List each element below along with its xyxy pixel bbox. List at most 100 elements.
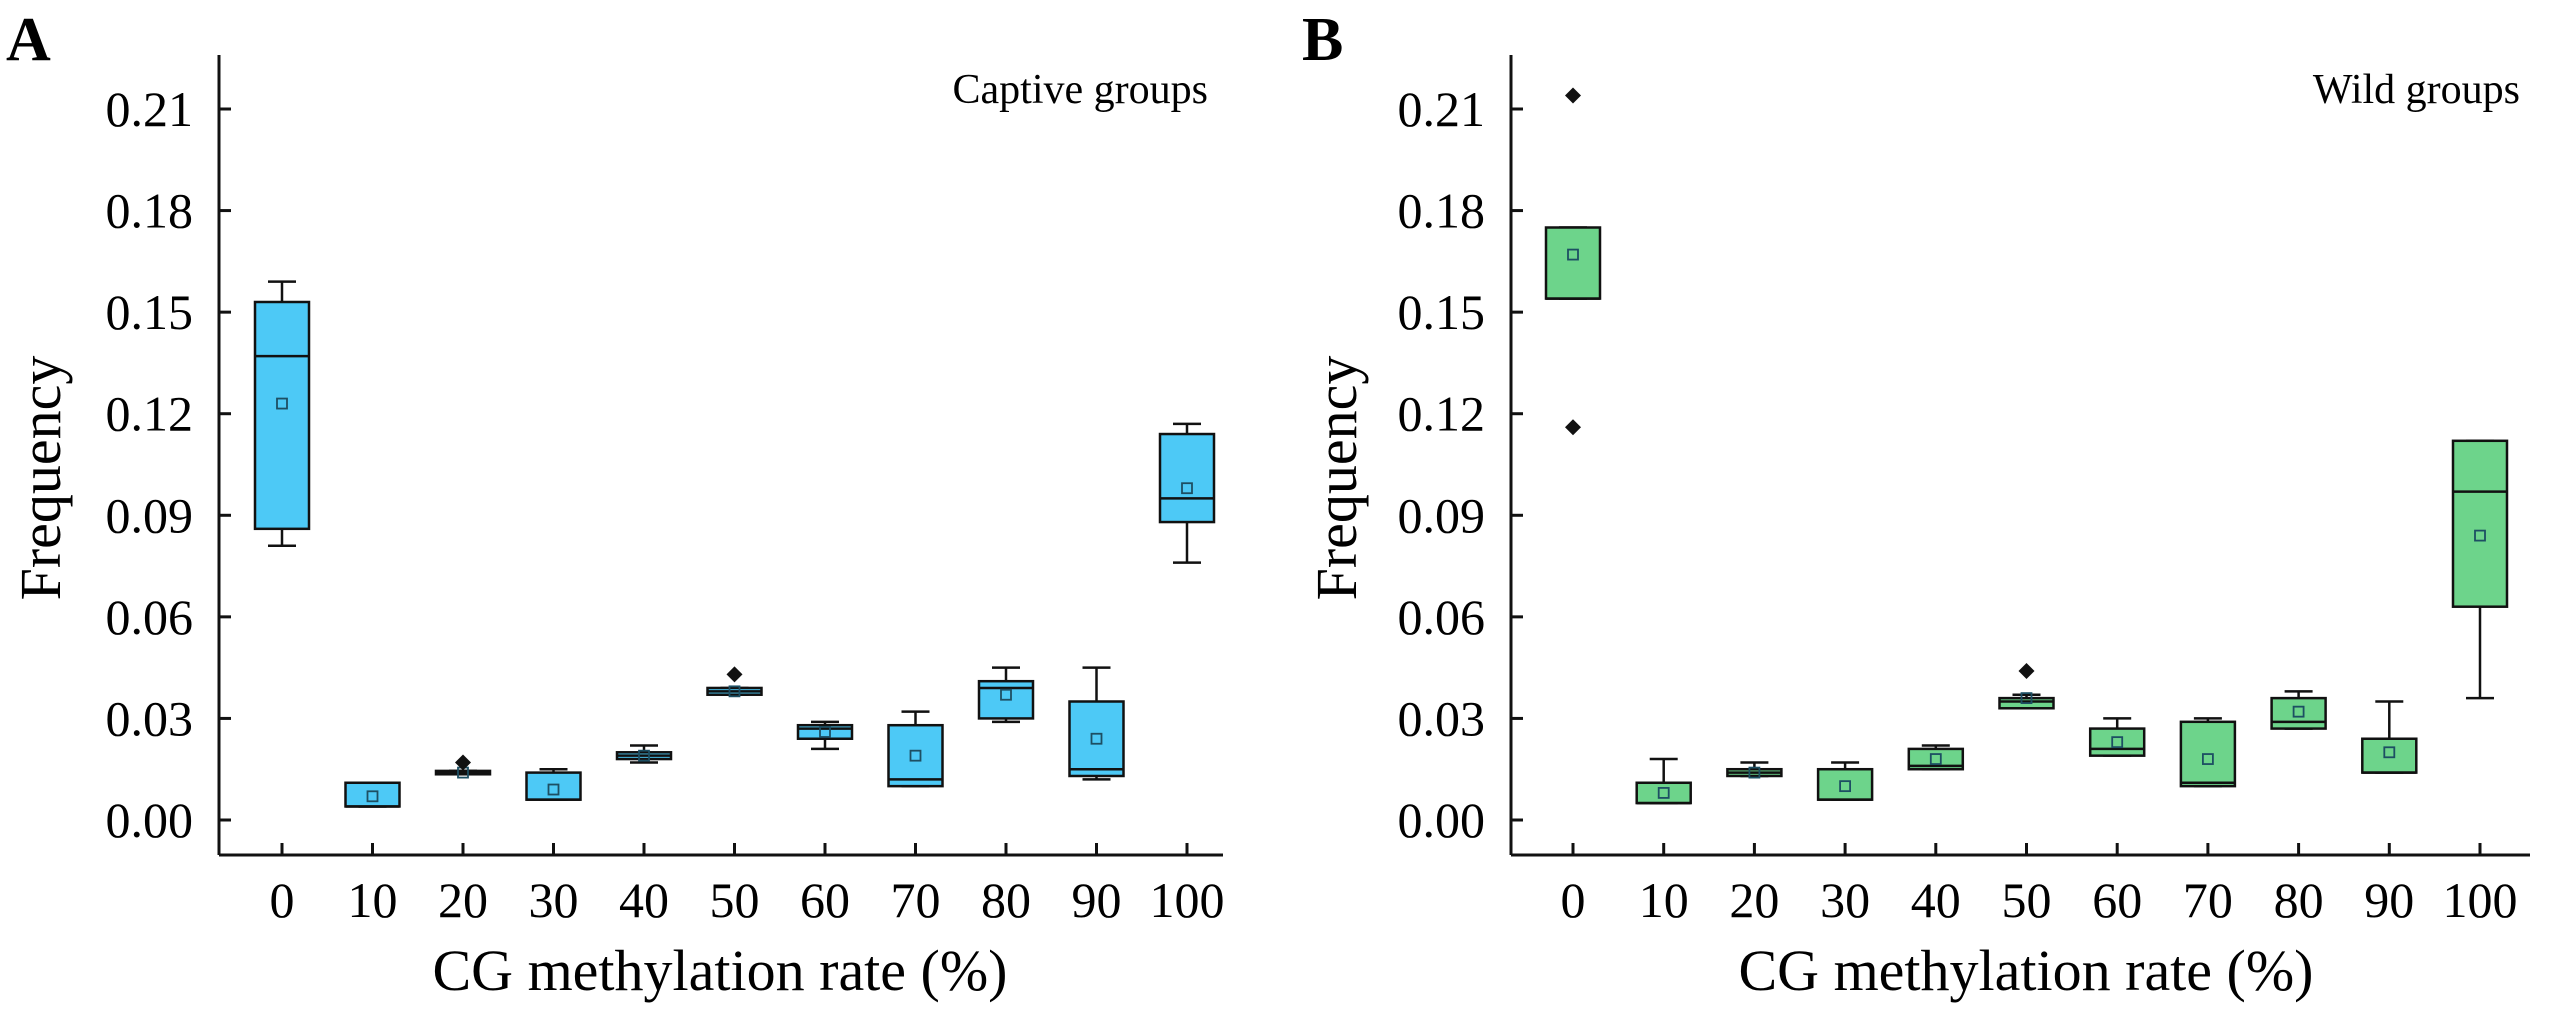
- y-tick-label: 0.21: [106, 81, 194, 137]
- panel-wild: B Wild groups Frequency CG methylation r…: [1302, 6, 2530, 1003]
- y-tick-label: 0.21: [1398, 81, 1486, 137]
- y-tick-label: 0.15: [1398, 284, 1486, 340]
- outlier-point: [2018, 663, 2035, 680]
- box-iqr: [2451, 439, 2509, 608]
- y-axis-title-wild: Frequency: [1304, 356, 1369, 601]
- box-iqr: [2361, 737, 2418, 774]
- y-tick-label: 0.12: [1398, 386, 1486, 442]
- x-tick-label: 70: [2183, 872, 2233, 928]
- mean-marker: [1929, 753, 1942, 765]
- box-iqr: [1816, 767, 1874, 801]
- box-30: [525, 767, 582, 801]
- outlier-point: [1565, 87, 1581, 104]
- mean-marker: [547, 783, 560, 796]
- box-0: [253, 280, 311, 548]
- mean-marker: [1567, 248, 1579, 261]
- y-axis-title-captive: Frequency: [8, 356, 73, 601]
- mean-marker: [1839, 780, 1851, 793]
- box-iqr: [344, 781, 401, 808]
- x-tick-label: 0: [270, 872, 295, 928]
- y-tick-label: 0.09: [106, 487, 194, 543]
- y-tick-label: 0.06: [106, 589, 194, 645]
- y-tick-label: 0.18: [106, 183, 194, 239]
- y-tick-label: 0.00: [1398, 792, 1486, 848]
- x-tick-label: 80: [2274, 872, 2324, 928]
- x-tick-label: 30: [529, 872, 579, 928]
- y-tick-label: 0.18: [1398, 183, 1486, 239]
- box-50: [1998, 663, 2055, 710]
- axes-wild: 0.00 0.03 0.06 0.09 0.12 0.15 0.18 0.21 0 10 20 30 4…: [1398, 55, 2530, 928]
- x-tick-label: 20: [438, 872, 488, 928]
- x-tick-label: 30: [1820, 872, 1870, 928]
- mean-marker: [728, 685, 741, 698]
- mean-marker: [1748, 766, 1761, 779]
- x-tick-label: 10: [348, 872, 398, 928]
- box-40: [615, 744, 673, 764]
- x-tick-label: 80: [981, 872, 1031, 928]
- box-iqr: [1544, 226, 1602, 300]
- box-90: [1068, 666, 1125, 781]
- box-80: [977, 666, 1035, 724]
- x-tick-label: 0: [1561, 872, 1586, 928]
- y-tick-label: 0.03: [1398, 690, 1486, 746]
- box-40: [1907, 744, 1965, 771]
- box-iqr: [887, 723, 944, 788]
- x-tick-label: 50: [710, 872, 760, 928]
- x-tick-label: 20: [1729, 872, 1779, 928]
- mean-marker: [1657, 787, 1670, 799]
- x-axis-title-captive: CG methylation rate (%): [433, 938, 1008, 1003]
- chart-title-captive: Captive groups: [953, 67, 1208, 113]
- mean-marker: [366, 790, 379, 803]
- box-70: [2179, 717, 2237, 788]
- mean-marker: [2201, 753, 2214, 765]
- mean-marker: [276, 397, 288, 410]
- x-tick-label: 90: [1072, 872, 1122, 928]
- box-100: [2451, 439, 2509, 700]
- box-iqr: [253, 300, 311, 531]
- mean-marker: [909, 749, 922, 762]
- panel-captive: A Captive groups Frequency CG methylatio…: [6, 6, 1225, 1003]
- box-iqr: [2270, 696, 2327, 730]
- outlier-point: [726, 666, 743, 683]
- box-iqr: [525, 771, 582, 801]
- outlier-point: [1565, 419, 1581, 436]
- x-tick-label: 40: [1911, 872, 1961, 928]
- panel-label-a: A: [6, 6, 51, 74]
- box-30: [1816, 761, 1874, 801]
- box-iqr: [1158, 432, 1216, 524]
- box-100: [1158, 422, 1216, 564]
- x-tick-label: 70: [891, 872, 941, 928]
- box-60: [2088, 717, 2146, 757]
- box-0: [1544, 87, 1602, 436]
- y-tick-label: 0.15: [106, 284, 194, 340]
- boxes-captive: [253, 280, 1216, 808]
- outlier-point: [455, 754, 471, 771]
- box-iqr: [1068, 700, 1125, 778]
- box-iqr: [2088, 727, 2146, 757]
- x-tick-label: 100: [1150, 872, 1225, 928]
- mean-marker: [638, 749, 650, 762]
- panel-label-b: B: [1302, 6, 1343, 74]
- mean-marker: [2292, 705, 2305, 718]
- box-20: [434, 754, 492, 779]
- box-20: [1726, 761, 1783, 779]
- mean-marker: [1000, 688, 1012, 701]
- box-70: [887, 710, 944, 788]
- x-tick-label: 60: [800, 872, 850, 928]
- axes-captive: 0.00 0.03 0.06 0.09 0.12 0.15 0.18 0.21 0 10 20 30 4…: [106, 55, 1225, 928]
- x-tick-label: 100: [2443, 872, 2518, 928]
- y-tick-label: 0.00: [106, 792, 194, 848]
- box-10: [1635, 757, 1692, 805]
- x-tick-label: 50: [2002, 872, 2052, 928]
- x-axis-title-wild: CG methylation rate (%): [1739, 938, 2314, 1003]
- box-90: [2361, 700, 2418, 774]
- y-tick-label: 0.12: [106, 386, 194, 442]
- x-tick-label: 10: [1639, 872, 1689, 928]
- mean-marker: [2111, 736, 2124, 749]
- x-tick-label: 90: [2364, 872, 2414, 928]
- mean-marker: [2383, 746, 2396, 759]
- y-tick-label: 0.09: [1398, 487, 1486, 543]
- mean-marker: [2474, 529, 2486, 542]
- box-iqr: [1907, 747, 1965, 771]
